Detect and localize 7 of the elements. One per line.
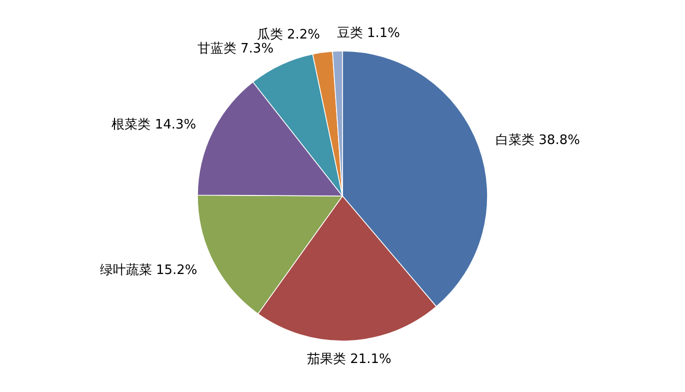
slice-label: 茄果类 21.1% (306, 352, 392, 367)
slice-label: 白菜类 38.8% (496, 132, 580, 148)
slice-label: 绿叶蔬菜 15.2% (100, 263, 198, 278)
slice-label: 瓜类 2.2% (256, 28, 320, 43)
slice-label: 甘蓝类 7.3% (197, 41, 274, 56)
slice-label: 根菜类 14.3% (112, 117, 196, 132)
slice-label: 豆类 1.1% (336, 26, 400, 42)
